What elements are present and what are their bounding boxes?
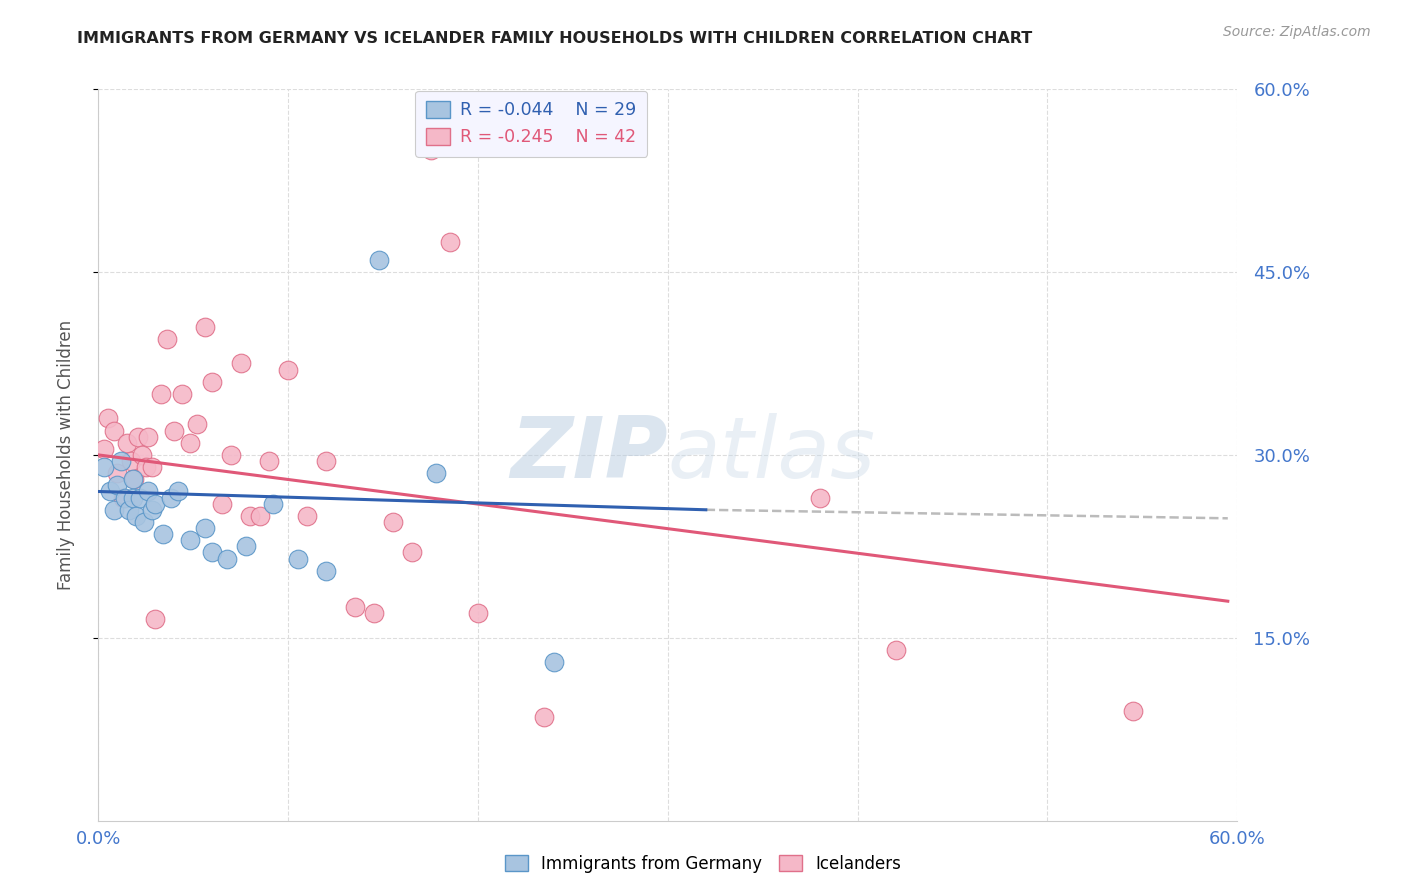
Point (163, 424, 186, 438)
Point (363, 607, 385, 621)
Point (115, 435, 138, 450)
Point (287, 551, 309, 566)
Point (277, 362, 299, 376)
Point (150, 387, 173, 401)
Point (97, 411, 120, 425)
Legend: R = -0.044    N = 29, R = -0.245    N = 42: R = -0.044 N = 29, R = -0.245 N = 42 (415, 91, 647, 157)
Point (114, 491, 136, 505)
Point (194, 521, 217, 535)
Point (1122, 704, 1144, 718)
Point (131, 448, 153, 462)
Point (132, 515, 155, 529)
Legend: Immigrants from Germany, Icelanders: Immigrants from Germany, Icelanders (498, 848, 908, 880)
Point (135, 460, 157, 475)
Point (884, 643, 907, 657)
Text: ZIP: ZIP (510, 413, 668, 497)
Point (381, 515, 404, 529)
Y-axis label: Family Households with Children: Family Households with Children (56, 320, 75, 590)
Point (125, 508, 148, 523)
Point (425, 466, 447, 480)
Point (107, 478, 129, 492)
Point (156, 332, 179, 346)
Point (145, 612, 167, 626)
Text: Source: ZipAtlas.com: Source: ZipAtlas.com (1223, 25, 1371, 39)
Point (179, 533, 201, 548)
Point (315, 454, 337, 468)
Point (201, 545, 224, 559)
Point (543, 655, 565, 669)
Point (124, 472, 146, 486)
Point (179, 435, 201, 450)
Point (110, 454, 132, 468)
Point (141, 503, 163, 517)
Point (262, 497, 284, 511)
Point (159, 491, 181, 505)
Point (315, 564, 337, 578)
Point (93, 442, 115, 456)
Point (368, 252, 391, 267)
Text: atlas: atlas (668, 413, 876, 497)
Point (343, 600, 366, 615)
Point (103, 424, 125, 438)
Point (170, 387, 193, 401)
Point (145, 497, 167, 511)
Point (808, 491, 831, 505)
Point (112, 491, 135, 505)
Point (194, 319, 217, 334)
Point (401, 545, 423, 559)
Point (229, 356, 252, 370)
Point (297, 508, 319, 523)
Point (167, 484, 190, 499)
Point (439, 235, 461, 249)
Point (103, 503, 125, 517)
Point (107, 466, 129, 480)
Point (121, 472, 143, 486)
Point (221, 448, 243, 462)
Point (217, 551, 239, 566)
Point (186, 417, 208, 432)
Point (129, 491, 152, 505)
Point (152, 527, 174, 541)
Point (259, 454, 281, 468)
Point (239, 508, 262, 523)
Point (141, 460, 163, 475)
Point (136, 430, 159, 444)
Point (201, 375, 224, 389)
Text: IMMIGRANTS FROM GERMANY VS ICELANDER FAMILY HOUSEHOLDS WITH CHILDREN CORRELATION: IMMIGRANTS FROM GERMANY VS ICELANDER FAM… (77, 31, 1032, 46)
Point (136, 484, 159, 499)
Point (419, 143, 441, 157)
Point (249, 508, 271, 523)
Point (121, 491, 143, 505)
Point (120, 454, 142, 468)
Point (118, 503, 141, 517)
Point (467, 607, 489, 621)
Point (98, 484, 121, 499)
Point (211, 497, 233, 511)
Point (533, 710, 555, 724)
Point (235, 539, 257, 553)
Point (93, 460, 115, 475)
Point (127, 430, 149, 444)
